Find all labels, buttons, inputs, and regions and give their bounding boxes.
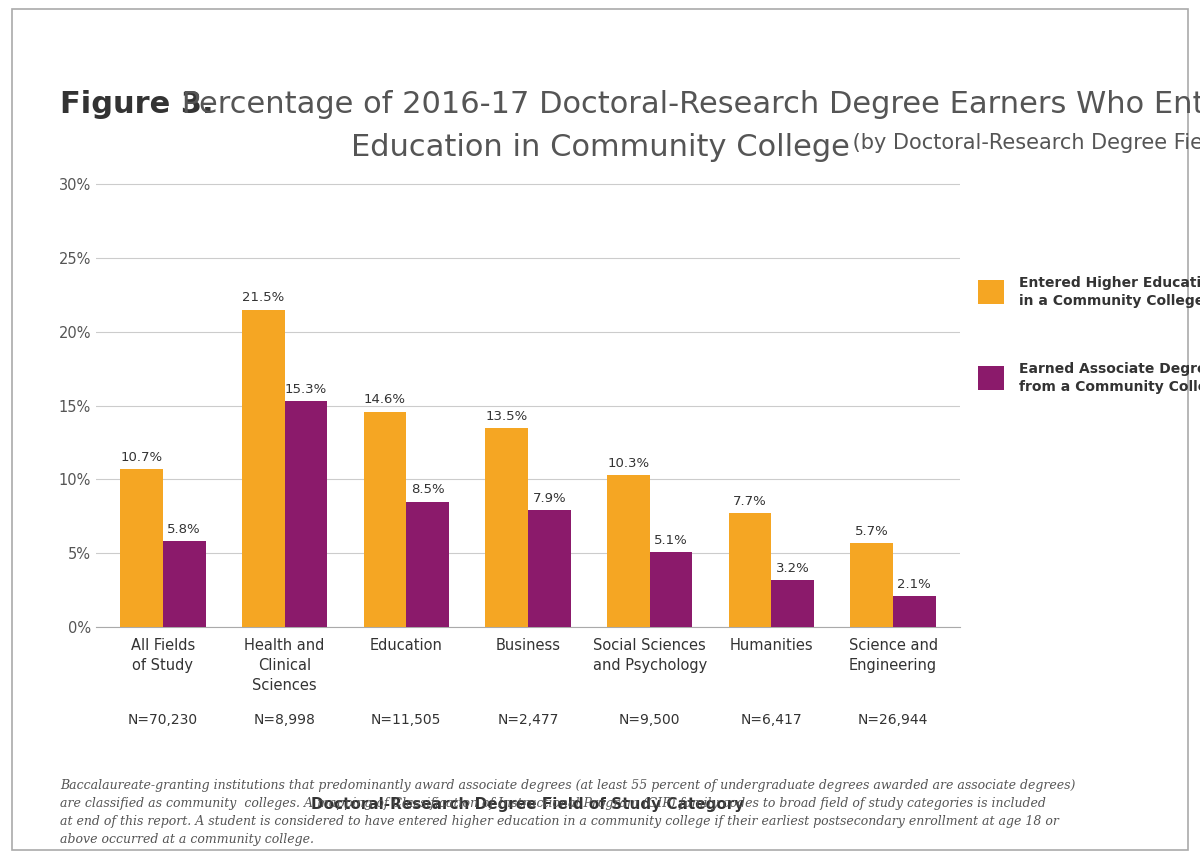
Text: 7.9%: 7.9% [533, 492, 566, 505]
Text: Baccalaureate-granting institutions that predominantly award associate degrees (: Baccalaureate-granting institutions that… [60, 779, 1075, 846]
Text: (by Doctoral-Research Degree Field of Study Category): (by Doctoral-Research Degree Field of St… [846, 133, 1200, 153]
Text: Doctoral-Research Degree Field of Study Category: Doctoral-Research Degree Field of Study … [311, 797, 745, 812]
Text: N=8,998: N=8,998 [253, 713, 316, 728]
Text: 7.7%: 7.7% [733, 496, 767, 509]
Text: 8.5%: 8.5% [410, 484, 444, 497]
Text: 3.2%: 3.2% [776, 562, 810, 575]
Text: 2.1%: 2.1% [898, 578, 931, 591]
Bar [486, 428, 528, 627]
Text: Education in Community College: Education in Community College [350, 133, 850, 162]
Text: 5.7%: 5.7% [854, 525, 889, 538]
Text: N=2,477: N=2,477 [497, 713, 559, 728]
Text: Entered Higher Education
in a Community College: Entered Higher Education in a Community … [1019, 276, 1200, 308]
Bar [120, 469, 163, 627]
Text: 5.8%: 5.8% [168, 523, 202, 536]
Text: N=26,944: N=26,944 [858, 713, 929, 728]
Text: N=70,230: N=70,230 [128, 713, 198, 728]
Text: 15.3%: 15.3% [284, 383, 328, 396]
Bar [893, 596, 936, 627]
Bar [528, 510, 570, 627]
Bar [649, 551, 692, 627]
Text: 10.3%: 10.3% [607, 457, 649, 470]
Text: 21.5%: 21.5% [242, 291, 284, 304]
Bar [772, 580, 814, 627]
Text: Percentage of 2016-17 Doctoral-Research Degree Earners Who Entered Higher: Percentage of 2016-17 Doctoral-Research … [172, 90, 1200, 119]
Text: N=11,505: N=11,505 [371, 713, 442, 728]
Bar [607, 475, 649, 627]
Bar [728, 514, 772, 627]
Bar [407, 502, 449, 627]
Bar [284, 401, 328, 627]
Text: Earned Associate Degree
from a Community College: Earned Associate Degree from a Community… [1019, 362, 1200, 394]
Text: Figure 3.: Figure 3. [60, 90, 214, 119]
Text: 13.5%: 13.5% [486, 410, 528, 423]
Bar [364, 411, 407, 627]
Text: With data current through August 2017: With data current through August 2017 [36, 17, 282, 31]
Bar [851, 543, 893, 627]
Text: 5.1%: 5.1% [654, 533, 688, 546]
Bar [163, 541, 205, 627]
Text: N=9,500: N=9,500 [619, 713, 680, 728]
Text: 10.7%: 10.7% [120, 451, 163, 464]
Text: N=6,417: N=6,417 [740, 713, 802, 728]
Text: 14.6%: 14.6% [364, 393, 406, 406]
Bar [242, 309, 284, 627]
